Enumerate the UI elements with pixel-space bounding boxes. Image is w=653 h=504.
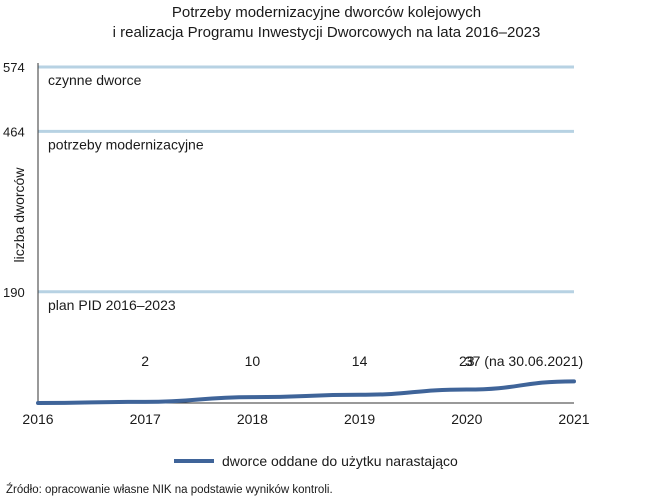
- x-tick-label: 2021: [558, 411, 589, 427]
- reference-line-label: potrzeby modernizacyjne: [48, 136, 204, 152]
- y-tick-label: 464: [3, 124, 25, 139]
- source-note: Źródło: opracowanie własne NIK na podsta…: [6, 484, 333, 496]
- series-line: [36, 379, 576, 405]
- data-label: 14: [352, 353, 368, 369]
- data-label: 37 (na 30.06.2021): [465, 353, 583, 369]
- chart-title-line-1: Potrzeby modernizacyjne dworców kolejowy…: [171, 4, 482, 21]
- x-tick-label: 2018: [237, 411, 268, 427]
- reference-line-label: plan PID 2016–2023: [48, 297, 176, 313]
- x-tick-label: 2016: [22, 411, 53, 427]
- data-label: 10: [245, 353, 261, 369]
- chart-title-line-2: i realizacja Programu Inwestycji Dworcow…: [112, 24, 541, 41]
- x-tick-label: 2020: [451, 411, 482, 427]
- x-tick-label: 2017: [130, 411, 161, 427]
- data-label: 2: [141, 353, 149, 369]
- y-tick-label: 574: [3, 60, 25, 75]
- data-label: 23: [459, 353, 475, 369]
- y-axis-label: liczba dworców: [11, 167, 27, 263]
- y-tick-label: 190: [3, 285, 25, 300]
- reference-line-label: czynne dworce: [48, 72, 142, 88]
- x-tick-label: 2019: [344, 411, 375, 427]
- legend-label: dworce oddane do użytku narastająco: [222, 453, 458, 469]
- chart-title: Potrzeby modernizacyjne dworców kolejowy…: [0, 3, 653, 43]
